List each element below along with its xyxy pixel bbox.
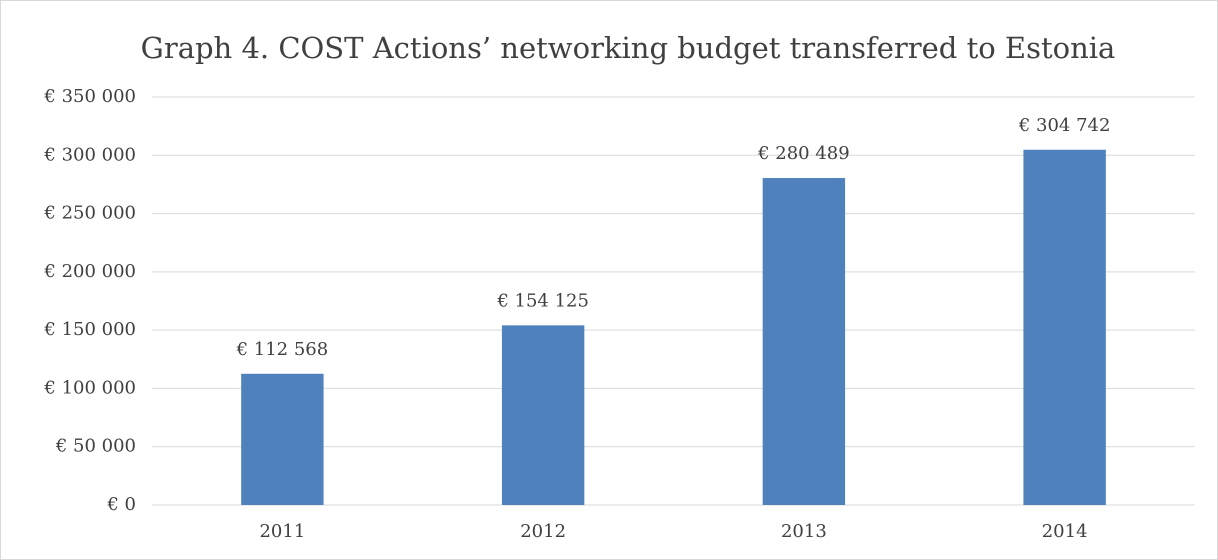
y-tick-label: € 200 000 [43, 261, 136, 282]
bar [1023, 149, 1106, 505]
y-tick-label: € 50 000 [55, 436, 136, 457]
y-tick-label: € 250 000 [43, 203, 136, 224]
data-label: € 112 568 [236, 339, 329, 360]
y-tick-label: € 150 000 [43, 319, 136, 340]
y-tick-label: € 300 000 [43, 144, 136, 165]
bar [501, 325, 585, 505]
y-tick-label: € 0 [106, 494, 136, 515]
bar [241, 373, 324, 505]
y-tick-label: € 350 000 [43, 86, 136, 107]
x-tick-label: 2013 [781, 521, 827, 542]
x-tick-label: 2012 [520, 521, 566, 542]
y-tick-label: € 100 000 [43, 377, 136, 398]
chart-title: Graph 4. COST Actions’ networking budget… [141, 31, 1116, 65]
x-tick-label: 2014 [1042, 521, 1088, 542]
data-label: € 280 489 [757, 143, 850, 164]
x-tick-label: 2011 [259, 521, 305, 542]
data-label: € 154 125 [496, 290, 589, 311]
data-label: € 304 742 [1018, 115, 1111, 136]
bar [762, 178, 846, 505]
